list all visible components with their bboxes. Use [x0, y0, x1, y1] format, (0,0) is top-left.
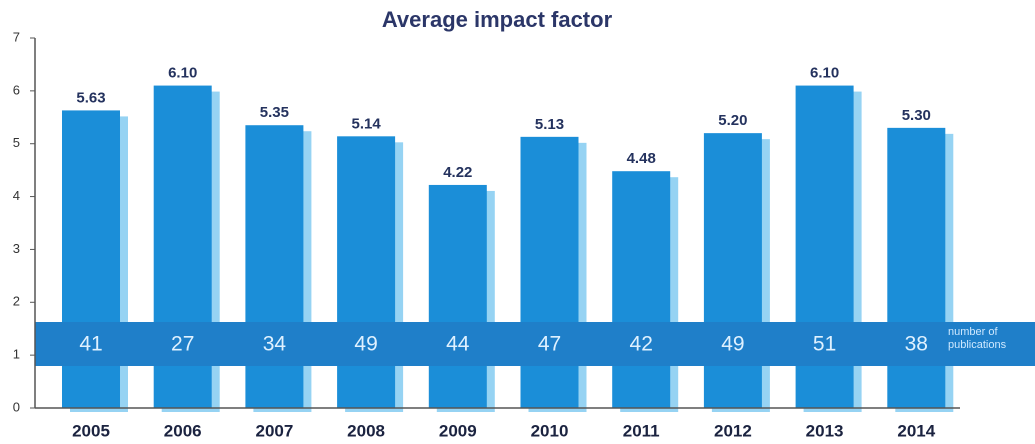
- y-tick-label: 6: [13, 82, 20, 97]
- value-label: 6.10: [168, 65, 197, 82]
- x-tick-label: 2005: [72, 421, 110, 440]
- x-tick-label: 2014: [897, 421, 935, 440]
- value-label: 6.10: [810, 65, 839, 82]
- x-tick-label: 2011: [623, 421, 660, 440]
- y-tick-label: 2: [13, 294, 20, 309]
- x-tick-label: 2007: [255, 421, 293, 440]
- bar: [428, 184, 487, 408]
- x-tick-label: 2008: [347, 421, 385, 440]
- y-tick-label: 0: [13, 399, 20, 414]
- x-tick-label: 2006: [164, 421, 202, 440]
- value-label: 5.30: [902, 107, 931, 124]
- y-tick-label: 5: [13, 135, 20, 150]
- value-label: 4.48: [627, 150, 656, 167]
- value-label: 5.20: [718, 112, 747, 129]
- value-label: 5.14: [351, 115, 381, 132]
- publication-count: 38: [905, 333, 928, 356]
- publication-count: 49: [354, 333, 377, 356]
- bar: [520, 136, 579, 409]
- x-tick-label: 2012: [714, 421, 752, 440]
- y-tick-label: 4: [13, 188, 20, 203]
- publication-count: 41: [79, 333, 102, 356]
- bar: [612, 171, 671, 408]
- publication-count: 49: [721, 333, 744, 356]
- value-label: 5.35: [260, 104, 289, 121]
- band-legend: number of publications: [948, 326, 1007, 351]
- bar: [703, 133, 762, 408]
- y-tick-label: 3: [13, 241, 20, 256]
- publication-count: 44: [446, 333, 470, 356]
- publication-count: 34: [263, 333, 287, 356]
- publication-count: 42: [630, 333, 653, 356]
- x-tick-label: 2009: [439, 421, 477, 440]
- publication-count: 27: [171, 333, 194, 356]
- value-label: 4.22: [443, 164, 472, 181]
- x-tick-label: 2010: [531, 421, 569, 440]
- publications-band: [35, 322, 1035, 366]
- band-legend-text: number of publications: [948, 326, 1007, 351]
- y-tick-label: 1: [13, 347, 20, 362]
- y-tick-label: 7: [13, 29, 20, 44]
- bar: [337, 136, 396, 409]
- value-label: 5.63: [76, 89, 105, 106]
- value-label: 5.13: [535, 116, 564, 133]
- x-tick-label: 2013: [806, 421, 844, 440]
- publication-count: 47: [538, 333, 561, 356]
- publication-count: 51: [813, 333, 836, 356]
- chart-title: Average impact factor: [382, 7, 613, 32]
